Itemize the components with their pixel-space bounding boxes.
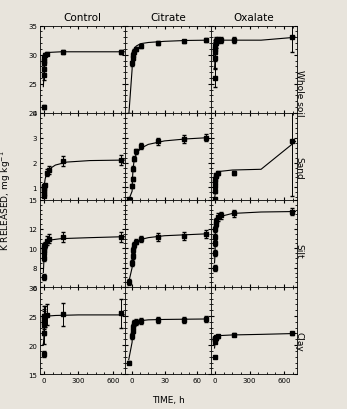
Text: Control: Control bbox=[64, 13, 102, 23]
Text: TIME, h: TIME, h bbox=[152, 396, 185, 405]
Text: Silt: Silt bbox=[295, 244, 304, 258]
Text: Sand: Sand bbox=[295, 157, 304, 180]
Text: Oxalate: Oxalate bbox=[234, 13, 274, 23]
Text: Clay: Clay bbox=[295, 331, 304, 351]
Text: Whole soil: Whole soil bbox=[295, 70, 304, 117]
Text: K RELEASED, mg kg$^{-1}$: K RELEASED, mg kg$^{-1}$ bbox=[0, 150, 14, 251]
Text: Citrate: Citrate bbox=[150, 13, 186, 23]
